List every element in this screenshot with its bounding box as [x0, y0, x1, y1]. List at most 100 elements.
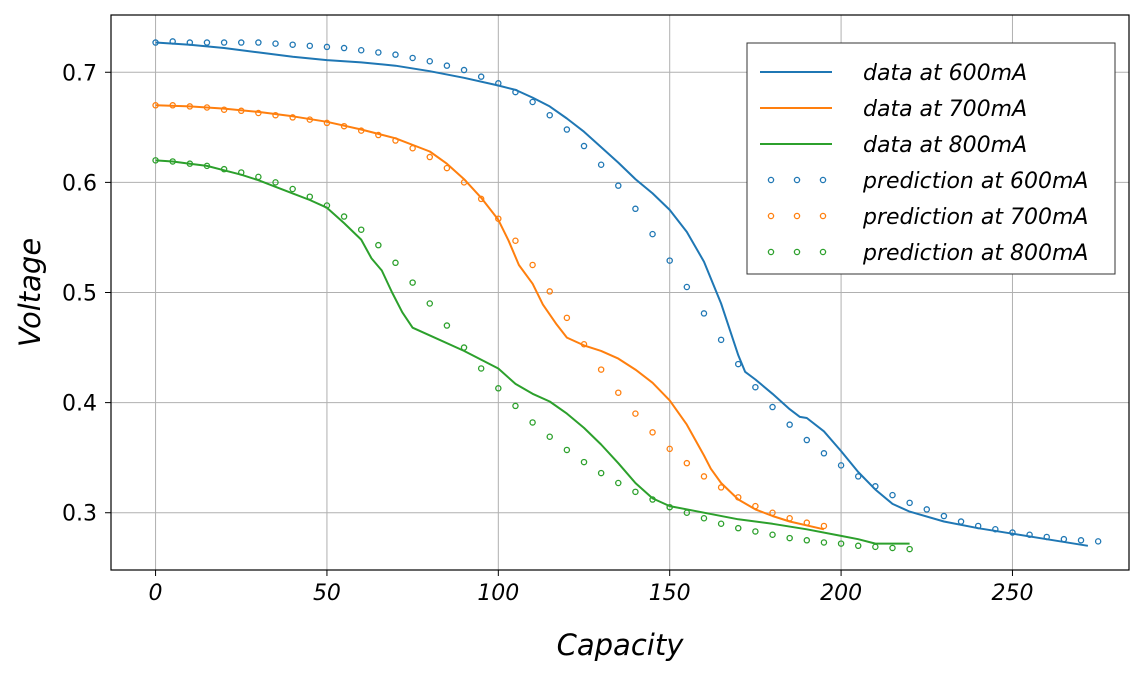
data-point [1043, 533, 1050, 541]
data-point [203, 162, 211, 170]
legend-marker-swatch [793, 212, 801, 220]
series-line [155, 104, 825, 531]
data-point [477, 195, 485, 203]
data-point [683, 283, 691, 291]
data-point [700, 310, 708, 317]
data-point [409, 54, 416, 62]
data-point [615, 182, 622, 189]
legend-marker-swatch [767, 176, 775, 184]
x-tick-label: 50 [313, 581, 341, 606]
data-point [495, 215, 502, 222]
legend-item: prediction at 700mA [767, 205, 1088, 230]
data-point [443, 322, 451, 329]
data-point [889, 491, 896, 499]
data-point [597, 161, 605, 169]
legend-item: prediction at 600mA [767, 169, 1088, 194]
data-point [237, 39, 245, 46]
data-point [872, 543, 879, 551]
data-point [392, 51, 399, 58]
data-point [820, 539, 828, 546]
data-point [820, 450, 828, 457]
data-point [169, 158, 176, 165]
legend-box [746, 42, 1116, 275]
legend-item: data at 800mA [760, 133, 1027, 158]
y-tick-label: 0.6 [62, 171, 97, 196]
data-point [683, 459, 691, 467]
x-tick-label: 150 [649, 581, 691, 606]
data-point [409, 279, 416, 286]
data-point [203, 104, 211, 111]
data-point [512, 402, 519, 410]
data-point [495, 80, 502, 87]
data-point [529, 98, 536, 106]
data-point [854, 473, 862, 480]
data-point [563, 314, 571, 322]
data-point [940, 512, 948, 520]
data-point [717, 484, 725, 491]
data-point [786, 514, 793, 522]
data-point [837, 462, 845, 469]
data-point [512, 88, 519, 96]
data-point [220, 165, 228, 173]
data-point [529, 419, 536, 426]
legend-label: data at 600mA [863, 61, 1027, 86]
data-point [323, 43, 331, 51]
series-3 [152, 38, 1102, 545]
data-point [289, 114, 296, 121]
data-point [632, 488, 639, 496]
x-tick-label: 250 [991, 581, 1033, 606]
y-axis-title: Voltage [13, 238, 47, 347]
data-point [906, 545, 913, 553]
data-point [546, 111, 553, 119]
data-point [906, 499, 913, 507]
data-point [992, 526, 999, 533]
data-point [426, 300, 434, 307]
data-point [495, 385, 502, 392]
data-point [477, 73, 485, 80]
data-point [735, 494, 742, 501]
legend-marker-swatch [819, 212, 827, 220]
data-point [717, 520, 725, 528]
data-point [512, 237, 519, 244]
series-2 [155, 159, 910, 545]
data-point [357, 127, 365, 134]
data-point [357, 46, 365, 54]
data-point [152, 102, 159, 109]
data-point [769, 509, 776, 516]
legend-label: data at 700mA [863, 97, 1027, 122]
data-point [426, 153, 434, 161]
data-point [306, 116, 314, 123]
legend: data at 600mA data at 700mA data at 800mA p… [746, 42, 1116, 275]
data-point [186, 160, 194, 167]
data-point [237, 107, 245, 115]
legend-label: data at 800mA [863, 133, 1027, 158]
legend-label: prediction at 700mA [862, 205, 1088, 230]
data-point [255, 109, 262, 117]
legend-item: data at 700mA [760, 97, 1027, 122]
legend-label: prediction at 800mA [862, 241, 1088, 266]
data-point [837, 540, 845, 547]
data-point [152, 39, 159, 46]
legend-marker-swatch [793, 248, 801, 256]
data-point [872, 483, 879, 490]
data-point [974, 522, 982, 530]
data-point [220, 39, 228, 46]
series-line [155, 159, 910, 545]
data-point [460, 179, 468, 186]
series-0 [155, 41, 1089, 547]
legend-marker-swatch [767, 248, 775, 256]
plot-series [152, 38, 1102, 553]
axis-ticks: 0 50 100 150 200 250 0.3 0.4 0.5 0.6 0.7 [62, 61, 1033, 606]
y-tick-label: 0.3 [62, 502, 97, 527]
series-4 [152, 102, 828, 530]
data-point [769, 531, 776, 539]
data-point [340, 44, 348, 52]
data-point [735, 524, 742, 532]
data-point [375, 131, 382, 139]
y-tick-label: 0.5 [62, 282, 97, 307]
x-axis-title: Capacity [557, 628, 685, 662]
data-point [443, 164, 451, 172]
data-point [580, 341, 588, 348]
legend-marker-swatch [819, 248, 827, 256]
